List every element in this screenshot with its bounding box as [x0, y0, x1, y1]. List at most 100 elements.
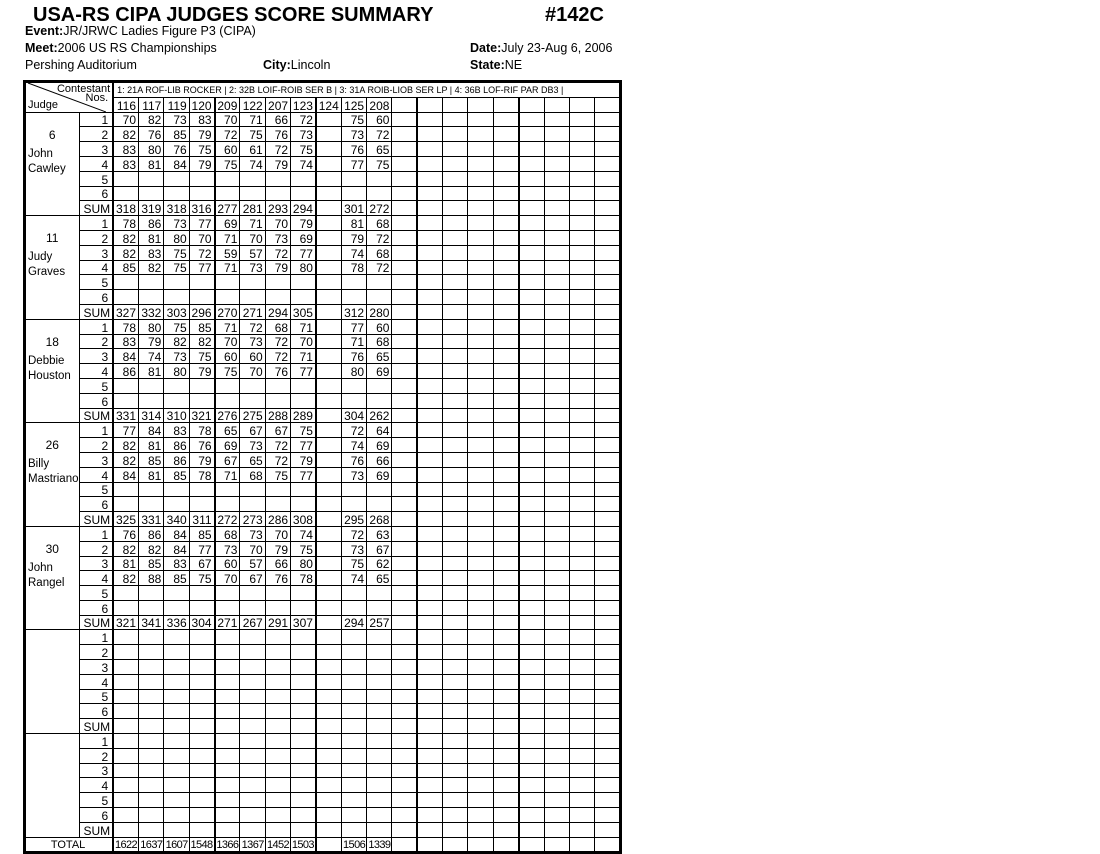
score-cell — [517, 318, 545, 335]
score-cell: 77 — [340, 155, 368, 172]
score-cell: 79 — [264, 259, 292, 276]
score-cell — [517, 155, 545, 172]
sum-cell — [391, 718, 418, 735]
score-cell — [594, 673, 621, 690]
score-cell — [264, 274, 292, 291]
row-number: 4 — [78, 777, 114, 794]
score-cell — [163, 185, 190, 202]
score-cell — [416, 659, 444, 675]
score-cell — [264, 747, 292, 764]
score-cell — [568, 289, 596, 305]
total-cell: 1548 — [188, 836, 216, 854]
score-cell — [391, 747, 418, 764]
score-cell — [366, 496, 393, 513]
score-cell — [290, 762, 317, 779]
score-cell — [568, 348, 596, 365]
score-cell — [213, 807, 241, 823]
row-number: 6 — [78, 807, 114, 823]
score-cell — [543, 392, 570, 409]
score-cell — [314, 777, 342, 794]
sum-cell — [492, 407, 520, 424]
row-number: 2 — [78, 126, 114, 143]
judge-last-name: Graves — [28, 266, 66, 279]
score-cell — [163, 659, 190, 675]
score-cell: 67 — [366, 540, 393, 557]
score-cell: 83 — [112, 155, 140, 172]
score-cell — [314, 244, 342, 261]
score-cell — [391, 599, 418, 616]
score-cell — [112, 792, 140, 809]
sum-cell — [568, 407, 596, 424]
score-cell — [163, 392, 190, 409]
sum-cell — [163, 718, 190, 735]
score-cell — [213, 481, 241, 498]
score-cell: 83 — [112, 333, 140, 350]
score-cell: 72 — [340, 525, 368, 542]
score-cell — [340, 703, 368, 720]
score-cell — [543, 289, 570, 305]
row-number: 6 — [78, 289, 114, 305]
score-cell — [543, 792, 570, 809]
row-number: 6 — [78, 703, 114, 720]
score-cell — [340, 673, 368, 690]
score-cell — [416, 141, 444, 157]
score-cell: 65 — [366, 141, 393, 157]
sum-cell: 294 — [290, 200, 317, 217]
page-title: USA-RS CIPA JUDGES SCORE SUMMARY — [33, 4, 434, 26]
score-cell — [163, 807, 190, 823]
score-cell — [568, 155, 596, 172]
score-cell: 83 — [163, 555, 190, 572]
score-cell — [340, 807, 368, 823]
score-cell — [188, 585, 216, 601]
score-row: 5 — [25, 585, 621, 601]
score-cell — [163, 274, 190, 291]
score-cell — [366, 170, 393, 187]
score-cell: 85 — [188, 318, 216, 335]
score-cell — [416, 570, 444, 587]
score-cell — [391, 437, 418, 453]
score-cell — [492, 348, 520, 365]
score-cell — [594, 333, 621, 350]
score-cell: 76 — [264, 570, 292, 587]
score-cell — [366, 747, 393, 764]
score-cell — [594, 155, 621, 172]
score-cell: 57 — [239, 244, 266, 261]
score-cell — [467, 377, 494, 394]
score-cell — [467, 244, 494, 261]
score-cell — [467, 599, 494, 616]
score-cell — [416, 792, 444, 809]
score-cell — [467, 126, 494, 143]
score-cell — [213, 792, 241, 809]
score-cell — [594, 733, 621, 749]
score-cell: 77 — [188, 259, 216, 276]
score-cell — [492, 599, 520, 616]
score-cell — [290, 673, 317, 690]
score-cell — [264, 703, 292, 720]
score-cell — [290, 377, 317, 394]
score-cell — [442, 555, 469, 572]
contestant-number — [391, 96, 418, 113]
score-cell — [366, 733, 393, 749]
sum-cell — [314, 821, 342, 838]
score-cell — [467, 141, 494, 157]
score-cell — [492, 481, 520, 498]
score-cell — [188, 274, 216, 291]
score-cell: 67 — [264, 422, 292, 439]
score-cell: 81 — [138, 437, 165, 453]
sum-cell: 312 — [340, 303, 368, 320]
sum-cell — [340, 718, 368, 735]
score-cell — [517, 274, 545, 291]
score-cell — [594, 540, 621, 557]
score-cell — [340, 644, 368, 661]
score-cell — [492, 688, 520, 705]
score-cell — [543, 629, 570, 646]
sum-label: SUM — [78, 511, 114, 527]
score-cell — [112, 807, 140, 823]
score-cell — [138, 289, 165, 305]
score-cell: 80 — [290, 259, 317, 276]
score-cell: 71 — [213, 229, 241, 246]
score-cell — [239, 599, 266, 616]
score-cell — [366, 392, 393, 409]
score-row: SUM — [25, 718, 621, 735]
score-cell — [340, 274, 368, 291]
